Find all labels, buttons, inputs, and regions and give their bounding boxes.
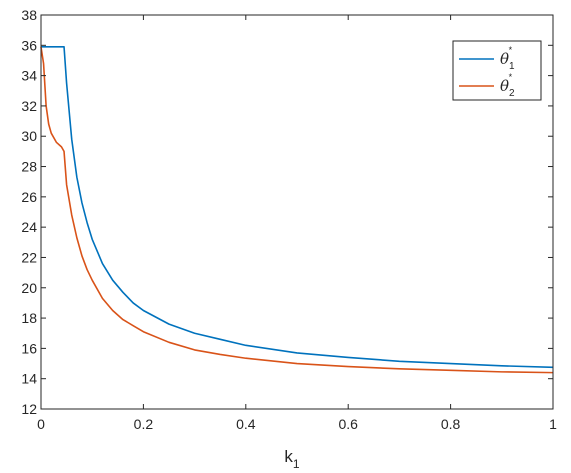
legend-label-1: θ1 * (500, 45, 515, 72)
x-axis-label-main: k (284, 447, 293, 466)
series-line-1 (41, 46, 554, 369)
x-axis: 0 0.2 0.4 0.6 0.8 1 (37, 15, 557, 432)
y-tick-label: 24 (21, 219, 37, 235)
x-tick-label: 0 (37, 416, 45, 432)
x-tick-label: 1 (549, 416, 557, 432)
legend-label-sup: * (509, 45, 513, 55)
series-line-2 (40, 46, 554, 374)
x-tick-label: 0.6 (338, 416, 358, 432)
x-axis-label: k1 (284, 447, 300, 471)
y-tick-label: 14 (21, 371, 37, 387)
x-tick-label: 0.8 (441, 416, 461, 432)
y-tick-label: 38 (21, 7, 37, 23)
y-tick-label: 26 (21, 189, 37, 205)
y-tick-label: 18 (21, 310, 37, 326)
legend-label-main: θ (500, 77, 509, 95)
legend-label-sub: 1 (509, 61, 515, 72)
y-tick-label: 28 (21, 159, 37, 175)
y-tick-label: 12 (21, 401, 37, 417)
plot-frame (40, 14, 554, 410)
x-tick-label: 0.4 (236, 416, 256, 432)
y-tick-label: 36 (21, 37, 37, 53)
legend-label-sub: 2 (509, 88, 515, 99)
y-tick-label: 22 (21, 249, 37, 265)
y-tick-label: 30 (21, 128, 37, 144)
legend-label-main: θ (500, 50, 509, 68)
y-tick-label: 34 (21, 68, 37, 84)
axes-layer (40, 14, 554, 410)
y-tick-label: 20 (21, 280, 37, 296)
x-axis-label-sub: 1 (293, 457, 300, 471)
x-tick-label: 0.2 (134, 416, 154, 432)
y-tick-label: 32 (21, 98, 37, 114)
y-tick-label: 16 (21, 340, 37, 356)
legend: θ1*θ2* (452, 40, 542, 101)
series-layer (40, 46, 554, 374)
legend-box (452, 40, 542, 101)
legend-label-sup: * (509, 72, 513, 82)
legend-label-2: θ2 * (500, 72, 515, 99)
